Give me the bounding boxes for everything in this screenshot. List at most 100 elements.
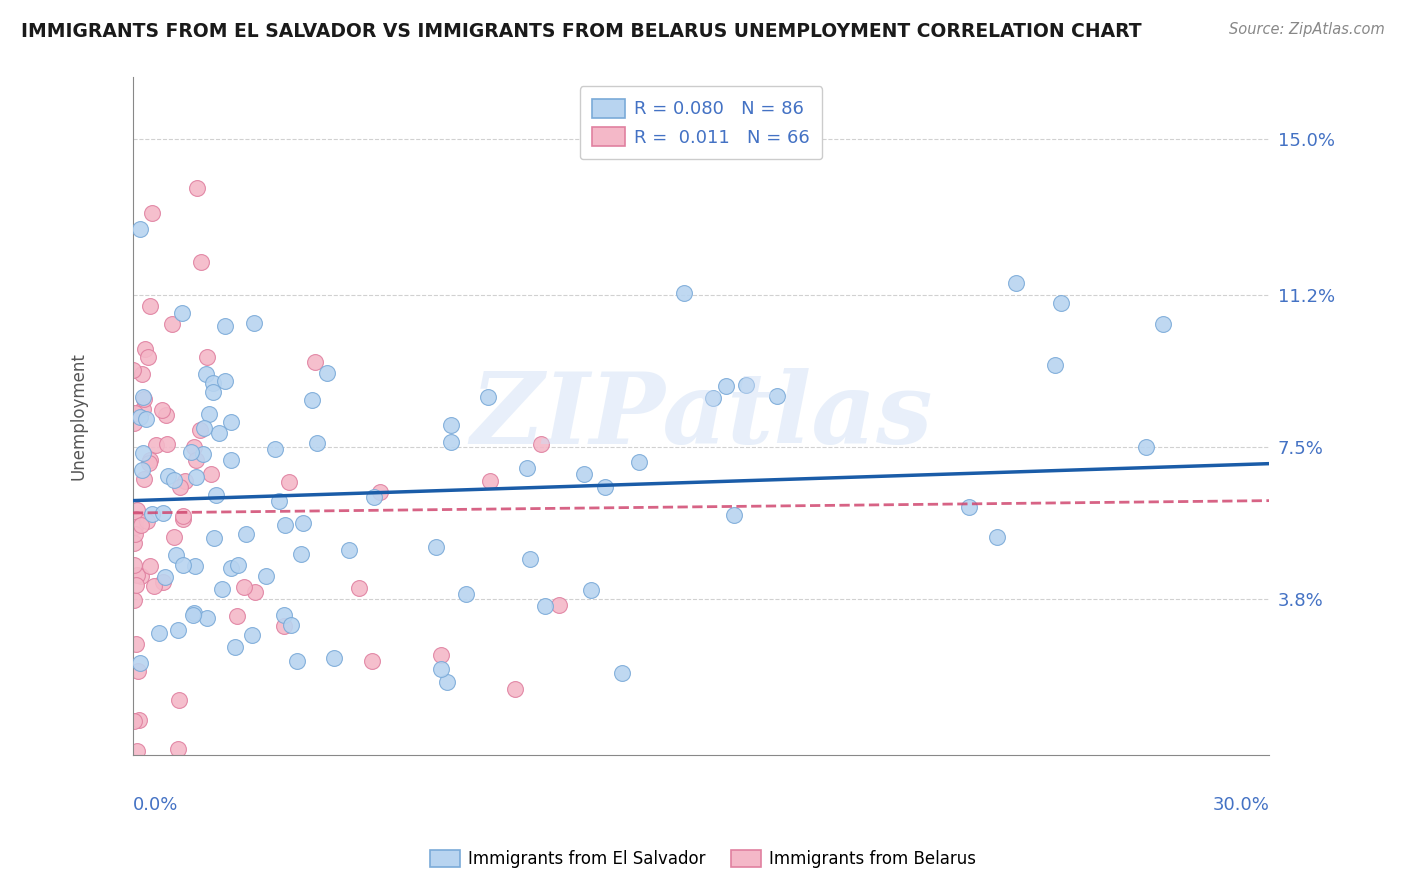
Point (205, 488, 228, 502)
Point (163, 530, 186, 544)
Point (194, 368, 217, 382)
Point (181, 608, 204, 623)
Point (129, 657, 152, 671)
Point (572, 467, 595, 482)
Point (136, 350, 159, 364)
Point (235, 526, 257, 541)
Point (169, 480, 191, 494)
Point (195, 350, 218, 364)
Point (548, 598, 571, 612)
Point (516, 461, 538, 475)
Point (135, 412, 157, 426)
Point (226, 558, 249, 572)
Point (152, 575, 174, 590)
Point (129, 222, 152, 236)
Point (1050, 296, 1073, 310)
Point (122, 558, 145, 573)
Point (610, 665, 633, 680)
Legend: R = 0.080   N = 86, R =  0.011   N = 66: R = 0.080 N = 86, R = 0.011 N = 66 (579, 87, 823, 160)
Point (734, 378, 756, 392)
Point (152, 506, 174, 520)
Point (440, 418, 463, 433)
Point (627, 455, 650, 469)
Point (221, 453, 243, 467)
Point (183, 558, 205, 573)
Point (360, 654, 382, 668)
Point (131, 463, 153, 477)
Point (139, 452, 162, 467)
Point (167, 623, 190, 637)
Point (124, 520, 146, 534)
Point (136, 514, 159, 528)
Point (184, 453, 207, 467)
Legend: Immigrants from El Salvador, Immigrants from Belarus: Immigrants from El Salvador, Immigrants … (423, 843, 983, 875)
Point (202, 532, 225, 546)
Point (132, 390, 155, 404)
Point (183, 441, 205, 455)
Point (172, 558, 194, 572)
Point (155, 408, 177, 422)
Point (193, 421, 215, 435)
Point (274, 518, 297, 533)
Point (129, 569, 152, 583)
Point (132, 392, 155, 406)
Point (122, 362, 145, 376)
Point (129, 518, 152, 533)
Point (134, 472, 156, 486)
Point (723, 508, 745, 522)
Point (180, 445, 202, 459)
Point (292, 516, 315, 530)
Point (172, 512, 194, 526)
Point (167, 742, 190, 756)
Point (477, 391, 499, 405)
Point (125, 577, 148, 591)
Point (124, 527, 146, 541)
Point (519, 552, 541, 566)
Point (714, 379, 737, 393)
Point (190, 255, 212, 269)
Point (1005, 276, 1028, 290)
Point (195, 611, 218, 625)
Point (170, 305, 193, 319)
Point (201, 376, 224, 391)
Point (198, 408, 221, 422)
Point (254, 569, 277, 583)
Point (156, 469, 179, 483)
Point (322, 650, 344, 665)
Point (363, 490, 385, 504)
Point (243, 316, 266, 330)
Point (349, 581, 371, 595)
Point (129, 409, 152, 424)
Point (150, 402, 173, 417)
Point (139, 299, 162, 313)
Point (122, 714, 145, 728)
Point (269, 493, 291, 508)
Point (214, 319, 236, 334)
Point (224, 640, 246, 655)
Point (1135, 440, 1157, 454)
Point (304, 355, 326, 369)
Point (186, 181, 208, 195)
Point (534, 599, 557, 613)
Point (766, 389, 789, 403)
Point (134, 342, 156, 356)
Point (131, 367, 153, 381)
Point (301, 392, 323, 407)
Point (1045, 358, 1067, 372)
Point (122, 417, 145, 431)
Point (200, 467, 222, 481)
Point (208, 426, 231, 441)
Point (122, 593, 145, 607)
Point (193, 447, 215, 461)
Point (316, 366, 339, 380)
Point (188, 423, 211, 437)
Point (141, 206, 163, 220)
Point (440, 435, 463, 450)
Point (368, 484, 391, 499)
Point (132, 446, 155, 460)
Point (233, 580, 256, 594)
Point (214, 374, 236, 388)
Point (183, 607, 205, 621)
Point (290, 547, 312, 561)
Point (273, 607, 295, 622)
